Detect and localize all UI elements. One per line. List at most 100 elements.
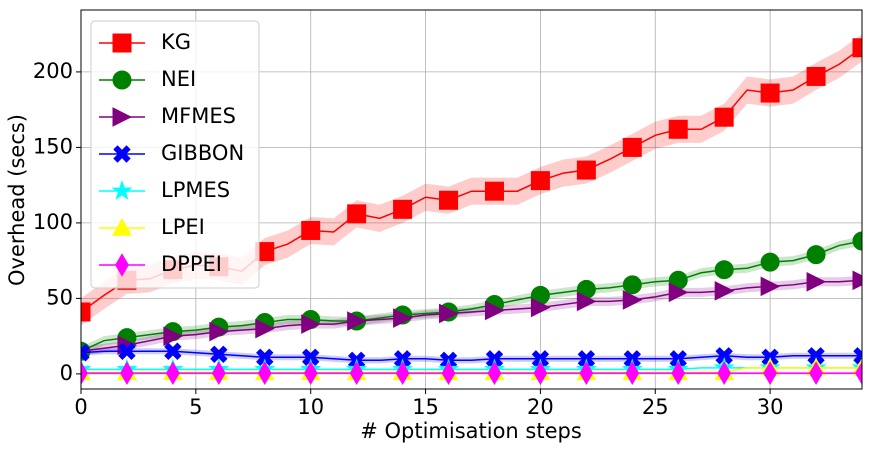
legend-label: LPEI <box>161 215 205 239</box>
y-tick-label: 200 <box>33 59 73 83</box>
marker <box>393 199 413 219</box>
marker <box>806 271 827 292</box>
marker <box>349 361 364 385</box>
marker <box>484 300 505 321</box>
y-tick-label: 150 <box>33 134 73 158</box>
marker <box>439 190 459 210</box>
marker <box>809 361 823 385</box>
marker <box>255 318 275 339</box>
legend-marker <box>113 145 131 163</box>
error-band <box>81 348 862 364</box>
marker <box>763 361 777 385</box>
marker <box>303 361 318 385</box>
x-tick-label: 0 <box>74 395 87 419</box>
marker <box>210 345 228 363</box>
plot-area <box>81 34 862 385</box>
marker <box>576 291 597 312</box>
marker <box>852 270 862 291</box>
y-tick-label: 100 <box>33 210 73 234</box>
error-band <box>81 34 862 326</box>
marker <box>622 275 642 295</box>
marker <box>622 137 642 157</box>
y-tick-label: 0 <box>60 361 73 385</box>
legend-marker <box>112 70 132 90</box>
marker <box>439 303 459 324</box>
marker <box>530 171 550 191</box>
marker <box>806 66 826 86</box>
marker <box>487 361 502 385</box>
marker <box>301 314 321 334</box>
marker <box>484 181 504 201</box>
x-tick-label: 10 <box>297 395 324 419</box>
marker <box>668 282 689 303</box>
legend-marker <box>112 107 133 127</box>
x-axis-label: # Optimisation steps <box>360 419 582 443</box>
series-line <box>81 367 862 374</box>
marker <box>760 276 781 297</box>
marker <box>530 297 551 318</box>
marker <box>714 260 734 280</box>
marker <box>301 220 321 240</box>
marker <box>166 361 180 385</box>
marker <box>717 361 732 385</box>
marker <box>81 302 91 322</box>
marker <box>441 361 456 385</box>
marker <box>120 361 134 385</box>
legend-marker <box>112 217 132 236</box>
marker <box>164 342 182 360</box>
plot-frame <box>80 9 863 390</box>
error-band <box>81 275 862 356</box>
legend-label: KG <box>161 30 191 54</box>
marker <box>579 361 594 385</box>
marker <box>806 245 826 265</box>
marker <box>807 347 825 365</box>
legend-marker <box>111 180 133 200</box>
marker <box>395 361 410 385</box>
marker <box>625 361 640 385</box>
marker <box>118 342 136 360</box>
marker <box>668 119 688 139</box>
x-tick-label: 20 <box>527 395 554 419</box>
legend-label: GIBBON <box>161 141 244 165</box>
error-band <box>81 367 862 374</box>
marker <box>209 321 229 342</box>
series-line <box>81 350 862 362</box>
marker <box>301 348 320 366</box>
x-tick-label: 30 <box>757 395 784 419</box>
marker <box>211 361 226 385</box>
legend-label: NEI <box>161 67 196 91</box>
legend-label: MFMES <box>161 104 236 128</box>
marker <box>347 204 367 224</box>
marker <box>714 281 735 301</box>
marker <box>853 347 862 365</box>
marker <box>671 361 686 385</box>
x-tick-label: 5 <box>189 395 202 419</box>
series-line <box>81 367 862 371</box>
legend-label: DPPEI <box>161 252 222 276</box>
legend-label: LPMES <box>161 178 230 202</box>
marker <box>760 83 780 103</box>
marker <box>852 231 862 251</box>
marker <box>347 311 367 331</box>
marker <box>533 361 548 385</box>
legend-marker <box>112 33 132 53</box>
marker <box>622 290 643 310</box>
x-tick-label: 25 <box>642 395 669 419</box>
legend-marker <box>115 253 129 277</box>
marker <box>715 347 733 365</box>
marker <box>256 348 274 366</box>
marker <box>852 38 862 58</box>
y-axis-label: Overhead (secs) <box>5 114 29 286</box>
marker <box>393 308 413 328</box>
x-tick-label: 15 <box>412 395 439 419</box>
y-tick-label: 50 <box>46 285 73 309</box>
marker <box>257 361 272 385</box>
marker <box>760 252 780 272</box>
marker <box>81 344 90 362</box>
legend-box <box>90 20 260 289</box>
marker <box>163 326 184 346</box>
marker <box>714 107 734 127</box>
marker <box>855 361 862 385</box>
marker <box>81 361 88 385</box>
